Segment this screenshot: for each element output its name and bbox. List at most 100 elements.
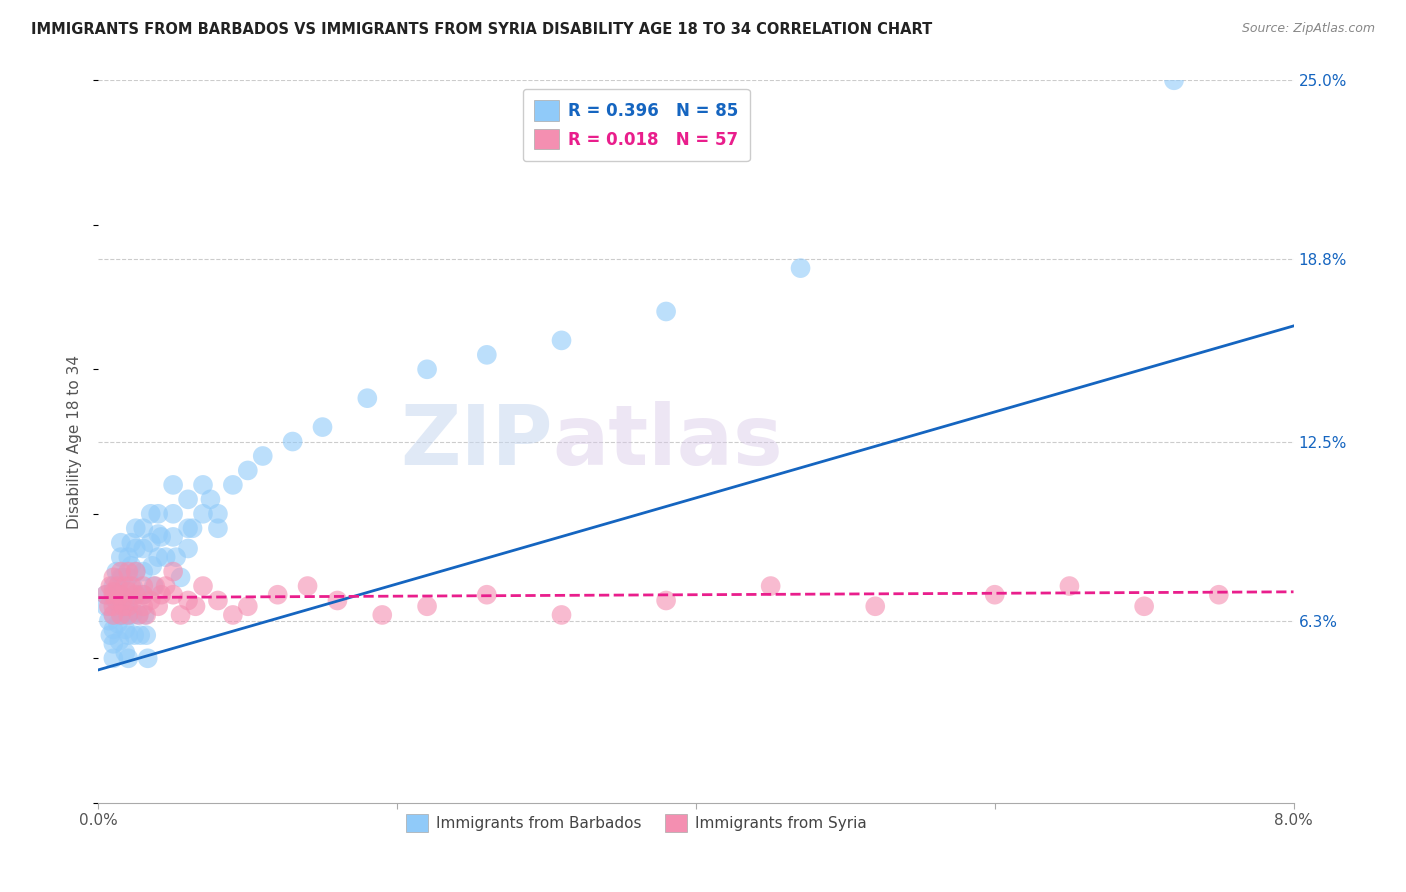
Point [127,588,149,602]
Point [125,521,148,535]
Point [111,593,134,607]
Point [112,599,135,614]
Point [124,628,146,642]
Point [207,521,229,535]
Point [162,478,184,492]
Point [150,588,173,602]
Point [177,492,200,507]
Point [789,261,811,276]
Legend: Immigrants from Barbados, Immigrants from Syria: Immigrants from Barbados, Immigrants fro… [399,807,873,838]
Point [103,623,125,637]
Point [117,584,139,599]
Point [148,550,170,565]
Point [1208,588,1230,602]
Point [169,607,191,622]
Point [181,521,204,535]
Point [148,507,170,521]
Point [984,588,1007,602]
Point [356,391,378,405]
Point [550,607,572,622]
Point [117,607,139,622]
Point [117,565,139,579]
Point [94,588,117,602]
Point [371,607,394,622]
Point [97,599,120,614]
Point [114,623,136,637]
Point [132,579,155,593]
Point [135,628,157,642]
Point [165,550,187,565]
Point [132,541,155,556]
Point [103,579,125,593]
Point [1163,73,1185,87]
Point [110,607,132,622]
Point [1059,579,1081,593]
Point [132,565,155,579]
Point [125,588,148,602]
Point [326,593,349,607]
Point [108,634,131,648]
Point [134,607,156,622]
Point [107,616,129,631]
Point [110,570,132,584]
Point [169,570,191,584]
Point [125,565,148,579]
Point [297,579,319,593]
Point [107,579,129,593]
Point [148,527,170,541]
Point [110,588,132,602]
Text: atlas: atlas [553,401,783,482]
Point [135,607,157,622]
Text: ZIP: ZIP [401,401,553,482]
Point [162,530,184,544]
Point [177,593,200,607]
Point [267,588,290,602]
Point [111,570,134,584]
Point [98,628,122,642]
Point [117,550,139,565]
Point [103,607,125,622]
Point [191,507,214,521]
Point [117,599,139,614]
Point [177,541,200,556]
Point [281,434,304,449]
Point [475,348,498,362]
Point [550,334,572,348]
Point [110,565,132,579]
Point [114,646,136,660]
Point [200,492,222,507]
Point [103,584,125,599]
Point [128,607,150,622]
Point [311,420,333,434]
Y-axis label: Disability Age 18 to 34: Disability Age 18 to 34 [67,354,83,529]
Point [148,599,170,614]
Point [103,591,125,605]
Point [191,478,214,492]
Point [103,651,125,665]
Point [112,607,135,622]
Point [114,579,136,593]
Point [132,599,155,614]
Point [125,541,148,556]
Point [655,304,678,318]
Point [142,579,165,593]
Point [125,565,148,579]
Point [121,579,143,593]
Point [865,599,887,614]
Point [111,593,134,607]
Point [139,535,162,549]
Point [236,463,259,477]
Point [191,579,214,593]
Point [97,614,120,628]
Point [207,593,229,607]
Point [222,607,245,622]
Point [177,521,200,535]
Point [222,478,245,492]
Point [103,637,125,651]
Point [120,558,142,573]
Point [132,588,155,602]
Point [94,599,117,614]
Point [117,570,139,584]
Point [117,651,139,665]
Point [132,588,155,602]
